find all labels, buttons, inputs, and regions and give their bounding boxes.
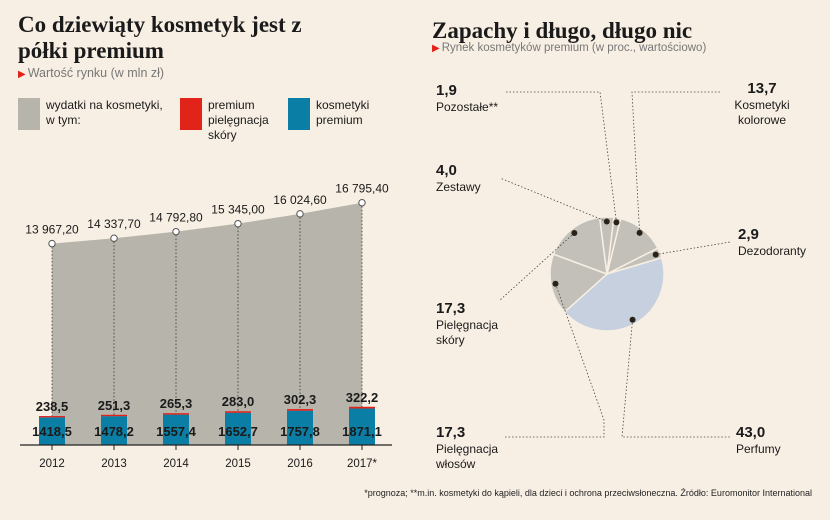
x-tick-label: 2017*: [347, 458, 378, 470]
pie-label-perfumy: 43,0 Perfumy: [736, 424, 781, 456]
bar-premium-label: 1557,4: [156, 424, 197, 439]
left-chart-title: Co dziewiąty kosmetyk jest z półki premi…: [18, 12, 302, 63]
area-point: [172, 227, 180, 236]
x-tick-label: 2016: [287, 458, 313, 470]
pie-label-dezodoranty: 2,9 Dezodoranty: [738, 226, 807, 258]
bar-premium-label: 1478,2: [94, 424, 134, 439]
bar-skincare: [225, 411, 251, 413]
area-value-label: 14 792,80: [149, 211, 203, 225]
area-point: [48, 239, 56, 248]
pie-leader-dot: [652, 251, 659, 258]
bar-skincare: [349, 406, 375, 409]
legend-swatch-total: [18, 98, 40, 130]
bar-skincare-label: 283,0: [222, 394, 255, 409]
legend-label-total: wydatki na kosmetyki, w tym:: [46, 98, 163, 127]
legend-swatch-premium: [288, 98, 310, 130]
pie-leader-line: [499, 232, 575, 301]
pie-leader-line: [505, 283, 605, 438]
area-point: [358, 199, 366, 207]
legend-item-premium: kosmetyki premium: [288, 98, 388, 130]
area-point: [296, 210, 304, 218]
area-value-label: 13 967,20: [25, 223, 79, 237]
bar-premium: [163, 414, 189, 445]
pie-leader-line: [655, 241, 731, 255]
area-value-label: 15 345,00: [211, 203, 265, 217]
triangle-icon: ▶: [432, 43, 440, 54]
x-tick-label: 2014: [163, 458, 189, 470]
pie-leader-dot: [552, 280, 559, 287]
bar-skincare: [287, 409, 313, 411]
pie-leader-line: [621, 319, 730, 438]
pie-label-skory: 17,3 Pielęgnacja skóry: [436, 300, 499, 347]
legend-swatch-skincare: [180, 98, 202, 130]
pie-leader-dot: [603, 218, 610, 225]
x-tick-label: 2012: [39, 458, 65, 470]
right-subtitle-text: Rynek kosmetyków premium (w proc., warto…: [441, 42, 707, 54]
triangle-icon: ▶: [18, 69, 26, 80]
left-chart-subtitle: ▶ Wartość rynku (w mln zł): [18, 66, 164, 80]
pie-slice: [549, 253, 609, 314]
legend-item-skincare: premium pielęgnacja skóry: [180, 98, 280, 143]
bar-premium: [39, 417, 65, 445]
pie-leader-dot: [629, 316, 636, 323]
bar-skincare-label: 251,3: [98, 398, 131, 413]
legend-item-total: wydatki na kosmetyki, w tym:: [18, 98, 178, 130]
bar-premium: [225, 412, 251, 445]
right-chart-title: Zapachy i długo, długo nic: [432, 18, 693, 43]
bar-skincare: [39, 416, 65, 418]
pie-leader-dot: [571, 229, 578, 236]
area-value-label: 16 024,60: [273, 193, 327, 207]
bar-skincare-label: 302,3: [284, 392, 317, 407]
bar-premium: [287, 410, 313, 445]
bar-skincare-label: 322,2: [346, 390, 379, 405]
pie-leader-dot: [613, 219, 620, 226]
area-total: [52, 202, 362, 445]
bar-premium: [101, 416, 127, 445]
area-point: [234, 219, 242, 228]
bar-skincare-label: 238,5: [36, 399, 69, 414]
left-subtitle-text: Wartość rynku (w mln zł): [27, 66, 165, 80]
bar-premium-label: 1757,8: [280, 424, 320, 439]
x-tick-label: 2015: [225, 458, 251, 470]
pie-label-wlosow: 17,3 Pielęgnacja włosów: [436, 424, 499, 471]
x-tick-label: 2013: [101, 458, 127, 470]
legend-label-premium: kosmetyki premium: [316, 98, 370, 127]
area-point: [110, 234, 118, 242]
pie-slice: [563, 256, 665, 332]
bar-premium-label: 1418,5: [32, 424, 72, 439]
pie-leader-line: [499, 177, 607, 222]
bar-premium-label: 1871,1: [342, 424, 382, 439]
pie-label-zestawy: 4,0 Zestawy: [436, 162, 481, 194]
footnote: *prognoza; **m.in. kosmetyki do kąpieli,…: [364, 488, 812, 498]
pie-label-pozostale: 1,9 Pozostałe**: [436, 82, 499, 114]
pie-slice: [606, 216, 622, 275]
right-chart-subtitle: ▶ Rynek kosmetyków premium (w proc., wart…: [432, 42, 706, 54]
bar-skincare-label: 265,3: [160, 396, 193, 411]
pie-label-kolorowe: 13,7 Kosmetyki kolorowe: [734, 80, 790, 127]
pie-leader-line: [631, 91, 720, 233]
area-value-label: 14 337,70: [87, 217, 141, 231]
bar-skincare: [101, 414, 127, 417]
bar-premium: [349, 408, 375, 445]
bar-skincare: [163, 413, 189, 415]
area-value-label: 16 795,40: [335, 182, 389, 196]
bar-premium-label: 1652,7: [218, 424, 258, 439]
pie-slice: [552, 216, 608, 276]
pie-leader-dot: [636, 229, 643, 236]
legend-label-skincare: premium pielęgnacja skóry: [208, 98, 269, 142]
